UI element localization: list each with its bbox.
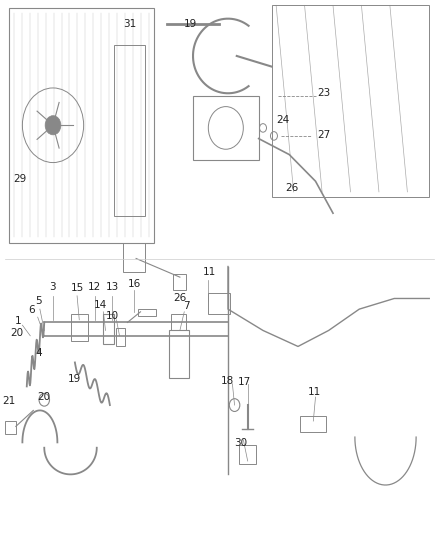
Text: 14: 14	[94, 300, 107, 310]
Text: 31: 31	[123, 19, 136, 29]
Text: 7: 7	[184, 301, 190, 311]
Bar	[239, 445, 256, 464]
Text: 21: 21	[2, 396, 15, 406]
Text: 26: 26	[173, 294, 187, 303]
Text: 11: 11	[308, 387, 321, 397]
Bar	[193, 96, 258, 160]
Text: 13: 13	[106, 282, 119, 292]
Text: 4: 4	[36, 349, 42, 358]
Text: 17: 17	[237, 377, 251, 387]
Bar	[169, 330, 189, 378]
Text: 16: 16	[127, 279, 141, 288]
Text: 19: 19	[67, 375, 81, 384]
Text: 5: 5	[35, 296, 42, 306]
Text: 10: 10	[106, 311, 119, 320]
Text: 3: 3	[49, 282, 56, 292]
Bar	[300, 416, 326, 432]
Bar	[173, 274, 187, 290]
Text: 18: 18	[220, 376, 234, 386]
Text: 6: 6	[28, 305, 35, 315]
Text: 19: 19	[184, 19, 198, 29]
Bar	[9, 8, 154, 243]
Text: 15: 15	[71, 283, 84, 293]
Circle shape	[45, 116, 61, 135]
Text: 1: 1	[15, 316, 21, 326]
Bar	[5, 421, 16, 434]
Bar	[123, 243, 145, 272]
Bar	[272, 5, 429, 197]
Text: 20: 20	[37, 392, 50, 402]
Bar	[71, 314, 88, 341]
Bar	[114, 45, 145, 216]
Text: 29: 29	[14, 174, 27, 183]
Bar	[171, 314, 187, 330]
Bar	[208, 293, 230, 314]
Text: 26: 26	[285, 183, 298, 192]
Text: 12: 12	[88, 282, 101, 292]
Text: 30: 30	[234, 439, 247, 448]
Text: 20: 20	[11, 328, 24, 337]
Bar	[117, 328, 125, 346]
Text: 11: 11	[203, 267, 216, 277]
Text: 23: 23	[318, 88, 331, 98]
Bar	[138, 309, 156, 316]
Text: 27: 27	[318, 130, 331, 140]
Bar	[103, 314, 114, 344]
Text: 24: 24	[276, 115, 290, 125]
